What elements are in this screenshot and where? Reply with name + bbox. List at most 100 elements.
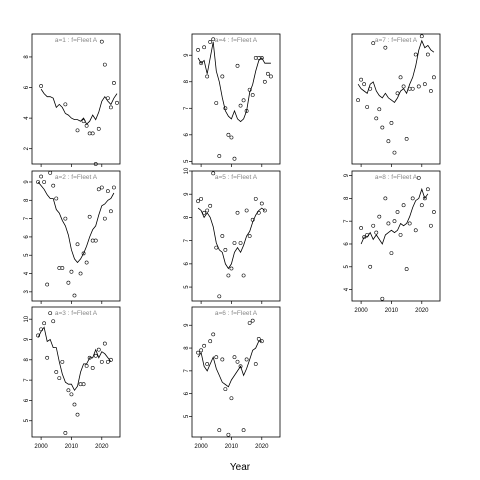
observed-point: [392, 150, 397, 155]
observed-point: [93, 238, 98, 243]
observed-point: [72, 293, 77, 298]
observed-point: [208, 339, 213, 344]
panel: a=6 : f=Fleet A 5 6 7 8 9 2000 2010 2020: [184, 306, 281, 450]
observed-point: [69, 392, 74, 397]
observed-point: [259, 201, 264, 206]
observed-point: [371, 41, 376, 46]
observed-point: [199, 61, 204, 66]
observed-point: [247, 234, 252, 238]
observed-point: [69, 269, 74, 274]
panel: a=2 : f=Fleet A 3 4 5 6 7 8 9: [24, 170, 121, 304]
observed-point: [395, 210, 400, 214]
observed-point: [96, 126, 101, 131]
y-tick-label: 7: [24, 216, 30, 220]
observed-point: [383, 45, 388, 50]
panel-frame: [31, 33, 121, 165]
observed-point: [54, 196, 59, 201]
observed-point: [374, 230, 379, 235]
observed-point: [90, 238, 95, 243]
observed-point: [359, 77, 364, 82]
observed-point: [432, 210, 436, 214]
observed-point: [259, 55, 264, 60]
observed-point: [51, 319, 56, 324]
y-tick-label: 9: [24, 337, 30, 341]
observed-point: [115, 100, 119, 105]
observed-point: [253, 362, 258, 366]
observed-point: [220, 74, 225, 79]
observed-point: [81, 251, 86, 256]
observed-point: [211, 332, 216, 337]
observed-point: [214, 355, 219, 360]
observed-point: [250, 93, 255, 97]
observed-point: [211, 171, 216, 176]
observed-point: [377, 214, 382, 219]
observed-point: [57, 376, 62, 380]
observed-point: [48, 311, 53, 315]
observed-point: [199, 196, 204, 201]
panel-title: a=6 : f=Fleet A: [215, 310, 258, 317]
observed-point: [60, 266, 65, 270]
y-tick-label: 6: [344, 242, 350, 246]
observed-point: [232, 241, 237, 245]
observed-point: [78, 271, 83, 276]
observed-point: [211, 37, 216, 42]
observed-point: [223, 248, 228, 252]
observed-point: [208, 40, 213, 44]
observed-point: [112, 81, 116, 85]
observed-point: [42, 321, 47, 326]
observed-point: [416, 84, 421, 89]
observed-point: [268, 74, 273, 79]
observed-point: [241, 273, 246, 278]
observed-point: [238, 364, 243, 369]
panel: a=7 : f=Fleet A: [351, 33, 441, 167]
observed-point: [205, 362, 210, 366]
observed-point: [214, 245, 219, 250]
observed-point: [368, 86, 373, 91]
observed-point: [105, 189, 110, 194]
observed-point: [217, 294, 222, 299]
fitted-line: [357, 39, 435, 103]
observed-point: [362, 235, 367, 240]
y-tick-label: 4: [24, 271, 30, 275]
y-tick-label: 9: [184, 323, 190, 327]
observed-point: [241, 428, 246, 433]
observed-point: [386, 139, 391, 144]
observed-point: [60, 359, 65, 364]
observed-point: [398, 232, 403, 237]
observed-point: [398, 75, 403, 80]
observed-point: [238, 241, 243, 245]
observed-point: [78, 382, 83, 387]
y-tick-label: 2: [24, 146, 30, 150]
x-tick-label: 2020: [95, 444, 109, 450]
y-tick-label: 6: [24, 398, 30, 402]
observed-point: [419, 34, 424, 39]
observed-point: [401, 84, 406, 89]
x-tick-label: 2010: [385, 308, 399, 314]
observed-point: [39, 174, 44, 179]
observed-point: [48, 170, 53, 175]
y-tick-label: 5: [24, 418, 30, 422]
observed-point: [202, 45, 207, 50]
panel-frame: [191, 306, 281, 438]
observed-point: [389, 121, 394, 125]
observed-point: [87, 131, 92, 136]
observed-point: [205, 208, 210, 213]
observed-point: [105, 359, 110, 364]
y-tick-label: 3: [24, 290, 30, 294]
y-tick-label: 6: [24, 85, 30, 89]
observed-point: [63, 102, 68, 107]
observed-point: [108, 105, 113, 110]
observed-point: [428, 223, 433, 228]
observed-point: [262, 79, 267, 84]
panel: a=3 : f=Fleet A 5 6 7 8 9 10 2000 2010 2020: [24, 306, 121, 450]
panel: a=5 : f=Fleet A 5 6 7 8 9 10: [184, 167, 281, 304]
y-tick-label: 10: [184, 167, 190, 174]
observed-point: [425, 52, 430, 57]
observed-point: [365, 232, 370, 237]
observed-point: [96, 347, 101, 352]
panel-title: a=8 : f=Fleet A: [375, 174, 418, 181]
y-tick-label: 4: [24, 116, 30, 120]
panel-frame: [191, 33, 281, 165]
panel: a=1 : f=Fleet A 2 4 6 8: [24, 33, 121, 167]
observed-point: [102, 62, 107, 67]
